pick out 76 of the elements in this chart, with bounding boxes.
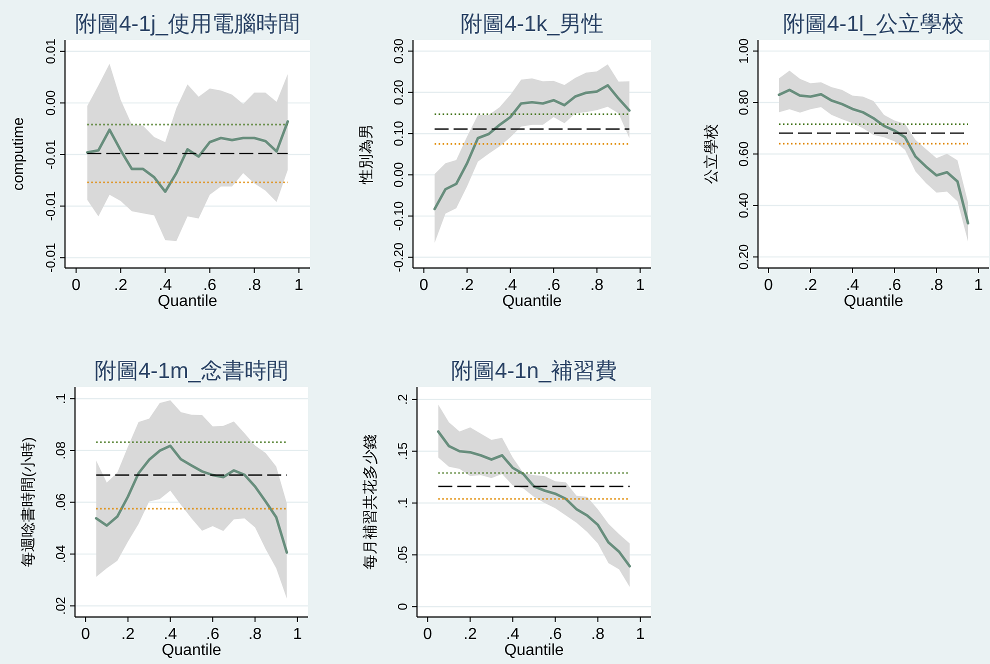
y-tick-label: 0.40 bbox=[736, 192, 751, 218]
x-tick-label: .4 bbox=[158, 277, 172, 294]
x-tick-label: 0 bbox=[81, 626, 90, 643]
chart-title: 附圖4-1m_念書時間 bbox=[94, 358, 289, 383]
y-axis-title: 每月補習共花多少錢 bbox=[362, 434, 379, 570]
x-tick-label: .6 bbox=[546, 277, 560, 294]
y-tick-label: -0.01 bbox=[43, 242, 58, 273]
chart-title: 附圖4-1j_使用電腦時間 bbox=[75, 11, 300, 36]
y-tick-label: .04 bbox=[53, 545, 68, 564]
x-tick-label: .8 bbox=[930, 277, 944, 294]
x-tick-label: .4 bbox=[846, 277, 860, 294]
y-axis-title: 公立學校 bbox=[703, 124, 720, 184]
y-tick-label: .05 bbox=[395, 546, 410, 564]
y-axis-title: computime bbox=[10, 117, 27, 191]
x-tick-label: .2 bbox=[460, 277, 474, 294]
y-tick-label: 0.60 bbox=[736, 141, 751, 167]
y-tick-label: -0.10 bbox=[391, 201, 406, 231]
x-tick-label: 1 bbox=[636, 277, 645, 294]
y-tick-label: 0.20 bbox=[736, 244, 751, 270]
y-tick-label: .1 bbox=[53, 393, 68, 404]
chart-title: 附圖4-1k_男性 bbox=[460, 11, 604, 36]
x-tick-label: 0 bbox=[72, 277, 81, 294]
y-tick-label: .06 bbox=[53, 493, 68, 512]
line-series bbox=[778, 88, 970, 225]
x-axis-title: Quantile bbox=[504, 642, 564, 659]
line-series bbox=[94, 444, 288, 554]
x-tick-label: .4 bbox=[164, 626, 178, 643]
x-tick-label: 0 bbox=[423, 626, 432, 643]
y-tick-label: 0.01 bbox=[43, 38, 58, 64]
x-tick-label: .8 bbox=[248, 277, 262, 294]
x-tick-label: .4 bbox=[504, 277, 518, 294]
x-tick-label: .6 bbox=[206, 626, 220, 643]
y-tick-label: 0 bbox=[395, 603, 410, 610]
x-tick-label: .2 bbox=[804, 277, 818, 294]
y-axis-title: 性別為男 bbox=[358, 124, 375, 185]
x-tick-label: 1 bbox=[294, 277, 304, 294]
y-tick-label: .15 bbox=[395, 442, 410, 460]
y-tick-label: .08 bbox=[53, 441, 68, 460]
x-axis-title: Quantile bbox=[844, 293, 904, 310]
y-tick-label: 0.30 bbox=[391, 38, 406, 64]
x-axis-title: Quantile bbox=[162, 642, 222, 659]
line-series bbox=[436, 430, 632, 568]
x-tick-label: .8 bbox=[248, 626, 262, 643]
x-tick-label: 1 bbox=[292, 626, 302, 643]
y-tick-label: 0.00 bbox=[43, 90, 58, 116]
x-axis-title: Quantile bbox=[502, 293, 562, 310]
y-axis-title: 每週唸書時間(小時) bbox=[20, 437, 37, 567]
y-tick-label: -0.01 bbox=[43, 191, 58, 221]
y-tick-label: 0.80 bbox=[736, 90, 751, 116]
x-tick-label: 1 bbox=[636, 626, 645, 643]
x-tick-label: 0 bbox=[764, 277, 774, 294]
chart-title: 附圖4-1n_補習費 bbox=[450, 358, 618, 383]
x-axis-title: Quantile bbox=[158, 293, 218, 310]
y-tick-label: -0.01 bbox=[43, 140, 58, 170]
y-tick-label: .02 bbox=[53, 596, 68, 615]
y-tick-label: 0.00 bbox=[391, 162, 406, 188]
line-series bbox=[433, 84, 631, 210]
x-tick-label: .4 bbox=[506, 626, 520, 643]
x-tick-label: .8 bbox=[590, 277, 604, 294]
line-series bbox=[86, 120, 290, 193]
x-tick-label: .2 bbox=[464, 626, 477, 643]
y-tick-label: -0.20 bbox=[391, 242, 406, 272]
x-tick-label: 0 bbox=[419, 277, 428, 294]
y-tick-label: 1.00 bbox=[736, 38, 751, 64]
x-tick-label: .2 bbox=[121, 626, 135, 643]
x-tick-label: .6 bbox=[548, 626, 562, 643]
y-tick-label: 0.20 bbox=[391, 80, 406, 106]
x-tick-label: .8 bbox=[591, 626, 605, 643]
y-tick-label: .1 bbox=[395, 498, 410, 508]
x-tick-label: .6 bbox=[888, 277, 902, 294]
y-tick-label: .2 bbox=[395, 394, 410, 405]
chart-title: 附圖4-1l_公立學校 bbox=[783, 11, 964, 36]
y-tick-label: 0.10 bbox=[391, 120, 406, 146]
x-tick-label: .2 bbox=[114, 277, 128, 294]
x-tick-label: .6 bbox=[203, 277, 217, 294]
x-tick-label: 1 bbox=[974, 277, 984, 294]
